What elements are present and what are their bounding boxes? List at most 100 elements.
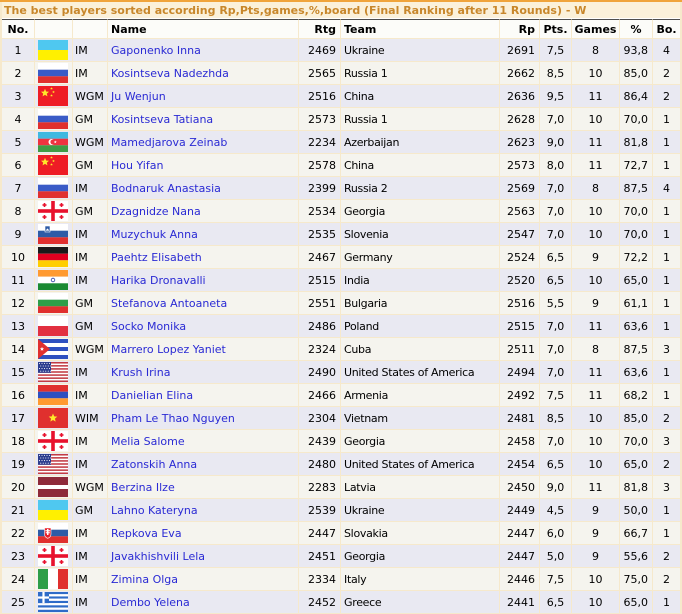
player-name-link[interactable]: Melia Salome bbox=[111, 434, 185, 448]
player-name-link[interactable]: Kosintseva Tatiana bbox=[111, 112, 214, 126]
board-cell: 1 bbox=[652, 591, 680, 614]
player-name-link[interactable]: Dembo Yelena bbox=[111, 595, 190, 609]
player-name-link[interactable]: Paehtz Elisabeth bbox=[111, 250, 202, 264]
fide-title-cell: IM bbox=[72, 568, 107, 591]
player-name-cell: Muzychuk Anna bbox=[107, 223, 298, 246]
table-row: 24 IM Zimina Olga 2334 Italy 2446 7,5 10… bbox=[2, 568, 680, 591]
player-name-link[interactable]: Berzina Ilze bbox=[111, 480, 175, 494]
board-cell: 1 bbox=[652, 223, 680, 246]
rating-cell: 2469 bbox=[298, 39, 340, 62]
points-cell: 7,0 bbox=[539, 338, 571, 361]
points-cell: 5,5 bbox=[539, 292, 571, 315]
rating-performance-cell: 2441 bbox=[499, 591, 539, 614]
flag-georgia-icon bbox=[38, 546, 68, 566]
table-row: 20 WGM Berzina Ilze 2283 Latvia 2450 9,0… bbox=[2, 476, 680, 499]
board-cell: 1 bbox=[652, 200, 680, 223]
player-name-link[interactable]: Repkova Eva bbox=[111, 526, 182, 540]
player-name-link[interactable]: Pham Le Thao Nguyen bbox=[111, 411, 235, 425]
rating-cell: 2324 bbox=[298, 338, 340, 361]
player-name-link[interactable]: Marrero Lopez Yaniet bbox=[111, 342, 226, 356]
flag-cell bbox=[34, 108, 72, 131]
rank-cell: 12 bbox=[2, 292, 34, 315]
points-cell: 6,5 bbox=[539, 269, 571, 292]
games-cell: 10 bbox=[571, 591, 619, 614]
flag-russia-icon bbox=[38, 178, 68, 198]
flag-cell bbox=[34, 85, 72, 108]
rating-cell: 2334 bbox=[298, 568, 340, 591]
table-row: 9 IM Muzychuk Anna 2535 Slovenia 2547 7,… bbox=[2, 223, 680, 246]
points-cell: 7,5 bbox=[539, 39, 571, 62]
rating-performance-cell: 2691 bbox=[499, 39, 539, 62]
flag-cuba-icon bbox=[38, 339, 68, 359]
rating-cell: 2516 bbox=[298, 85, 340, 108]
column-header-percent: % bbox=[619, 19, 652, 39]
games-cell: 9 bbox=[571, 292, 619, 315]
points-cell: 9,0 bbox=[539, 476, 571, 499]
player-name-link[interactable]: Danielian Elina bbox=[111, 388, 194, 402]
player-name-link[interactable]: Stefanova Antoaneta bbox=[111, 296, 228, 310]
table-row: 3 WGM Ju Wenjun 2516 China 2636 9,5 11 8… bbox=[2, 85, 680, 108]
player-name-link[interactable]: Krush Irina bbox=[111, 365, 171, 379]
games-cell: 9 bbox=[571, 522, 619, 545]
points-cell: 6,5 bbox=[539, 453, 571, 476]
rating-performance-cell: 2636 bbox=[499, 85, 539, 108]
team-cell: Slovenia bbox=[340, 223, 499, 246]
player-name-link[interactable]: Bodnaruk Anastasia bbox=[111, 181, 221, 195]
column-header-no: No. bbox=[2, 19, 34, 39]
column-header-name: Name bbox=[107, 19, 298, 39]
games-cell: 10 bbox=[571, 62, 619, 85]
flag-slovenia-icon bbox=[38, 224, 68, 244]
board-cell: 4 bbox=[652, 39, 680, 62]
rating-cell: 2551 bbox=[298, 292, 340, 315]
rating-cell: 2486 bbox=[298, 315, 340, 338]
points-cell: 6,5 bbox=[539, 246, 571, 269]
points-cell: 8,5 bbox=[539, 407, 571, 430]
player-name-link[interactable]: Hou Yifan bbox=[111, 158, 164, 172]
player-name-link[interactable]: Socko Monika bbox=[111, 319, 187, 333]
board-cell: 3 bbox=[652, 476, 680, 499]
team-cell: Georgia bbox=[340, 200, 499, 223]
player-name-link[interactable]: Lahno Kateryna bbox=[111, 503, 198, 517]
flag-cell bbox=[34, 315, 72, 338]
team-cell: Russia 1 bbox=[340, 62, 499, 85]
player-name-link[interactable]: Mamedjarova Zeinab bbox=[111, 135, 228, 149]
player-name-link[interactable]: Muzychuk Anna bbox=[111, 227, 198, 241]
rating-cell: 2515 bbox=[298, 269, 340, 292]
games-cell: 10 bbox=[571, 453, 619, 476]
rating-performance-cell: 2492 bbox=[499, 384, 539, 407]
percent-cell: 70,0 bbox=[619, 108, 652, 131]
rank-cell: 4 bbox=[2, 108, 34, 131]
player-name-link[interactable]: Kosintseva Nadezhda bbox=[111, 66, 229, 80]
flag-cell bbox=[34, 499, 72, 522]
percent-cell: 81,8 bbox=[619, 476, 652, 499]
rating-performance-cell: 2516 bbox=[499, 292, 539, 315]
percent-cell: 65,0 bbox=[619, 269, 652, 292]
percent-cell: 75,0 bbox=[619, 568, 652, 591]
player-name-link[interactable]: Zatonskih Anna bbox=[111, 457, 198, 471]
player-name-link[interactable]: Zimina Olga bbox=[111, 572, 179, 586]
points-cell: 7,5 bbox=[539, 384, 571, 407]
fide-title-cell: IM bbox=[72, 384, 107, 407]
player-name-link[interactable]: Harika Dronavalli bbox=[111, 273, 206, 287]
table-row: 18 IM Melia Salome 2439 Georgia 2458 7,0… bbox=[2, 430, 680, 453]
rank-cell: 3 bbox=[2, 85, 34, 108]
player-name-link[interactable]: Gaponenko Inna bbox=[111, 43, 201, 57]
rating-cell: 2466 bbox=[298, 384, 340, 407]
points-cell: 7,0 bbox=[539, 315, 571, 338]
flag-cell bbox=[34, 154, 72, 177]
team-cell: Azerbaijan bbox=[340, 131, 499, 154]
games-cell: 10 bbox=[571, 568, 619, 591]
player-name-link[interactable]: Dzagnidze Nana bbox=[111, 204, 201, 218]
percent-cell: 66,7 bbox=[619, 522, 652, 545]
table-row: 5 WGM Mamedjarova Zeinab 2234 Azerbaijan… bbox=[2, 131, 680, 154]
player-name-cell: Zimina Olga bbox=[107, 568, 298, 591]
rank-cell: 18 bbox=[2, 430, 34, 453]
player-name-link[interactable]: Javakhishvili Lela bbox=[111, 549, 206, 563]
rating-cell: 2452 bbox=[298, 591, 340, 614]
rating-performance-cell: 2458 bbox=[499, 430, 539, 453]
percent-cell: 70,0 bbox=[619, 200, 652, 223]
player-name-link[interactable]: Ju Wenjun bbox=[111, 89, 166, 103]
ranking-table: No. Name Rtg Team Rp Pts. Games % Bo. 1 … bbox=[2, 19, 680, 614]
flag-armenia-icon bbox=[38, 385, 68, 405]
